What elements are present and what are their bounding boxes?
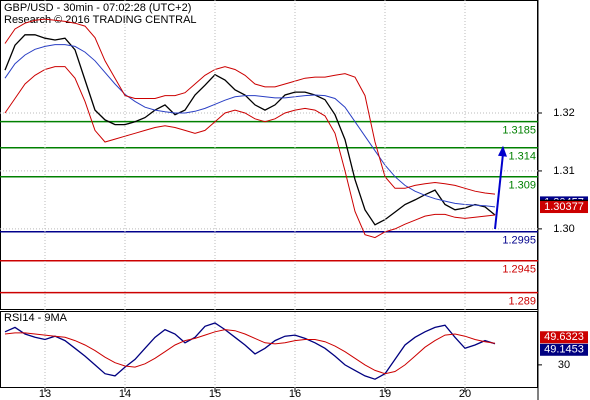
- level-label: 1.314: [508, 151, 536, 163]
- value-box: [540, 343, 588, 356]
- y-tick-label: 1.34: [553, 0, 574, 3]
- series-line: [4, 66, 496, 239]
- series-line: [4, 18, 496, 195]
- price-box: [540, 201, 588, 214]
- series-line: [4, 329, 496, 375]
- y-tick-label: 30: [558, 359, 570, 371]
- y-tick-label: 1.30: [553, 223, 574, 235]
- level-label: 1.2945: [502, 264, 536, 276]
- y-tick-label: 1.32: [553, 107, 574, 119]
- level-label: 1.2995: [502, 235, 536, 247]
- series-line: [4, 34, 496, 226]
- value-box: [540, 331, 588, 344]
- chart-title: GBP/USD - 30min - 07:02:28 (UTC+2): [4, 2, 191, 14]
- series-line: [4, 322, 496, 380]
- value-box-label: 49.6323: [544, 331, 584, 343]
- x-tick-label: 16: [289, 388, 301, 400]
- x-tick-label: 13: [39, 388, 51, 400]
- x-tick-label: 20: [459, 388, 471, 400]
- x-tick-label: 19: [379, 388, 391, 400]
- x-tick-label: 15: [209, 388, 221, 400]
- x-tick-label: 14: [119, 388, 131, 400]
- y-tick-label: 1.31: [553, 165, 574, 177]
- level-label: 1.309: [508, 180, 536, 192]
- forecast-arrowhead: [498, 145, 507, 157]
- level-label: 1.289: [508, 296, 536, 308]
- chart-subtitle: Research © 2016 TRADING CENTRAL: [4, 14, 197, 26]
- price-box-label: 1.30377: [544, 201, 584, 213]
- series-line: [4, 44, 496, 208]
- forecast-arrow: [494, 153, 504, 230]
- level-label: 1.3185: [502, 125, 536, 137]
- value-box-label: 49.1453: [544, 344, 584, 356]
- rsi-title: RSI14 - 9MA: [4, 312, 68, 324]
